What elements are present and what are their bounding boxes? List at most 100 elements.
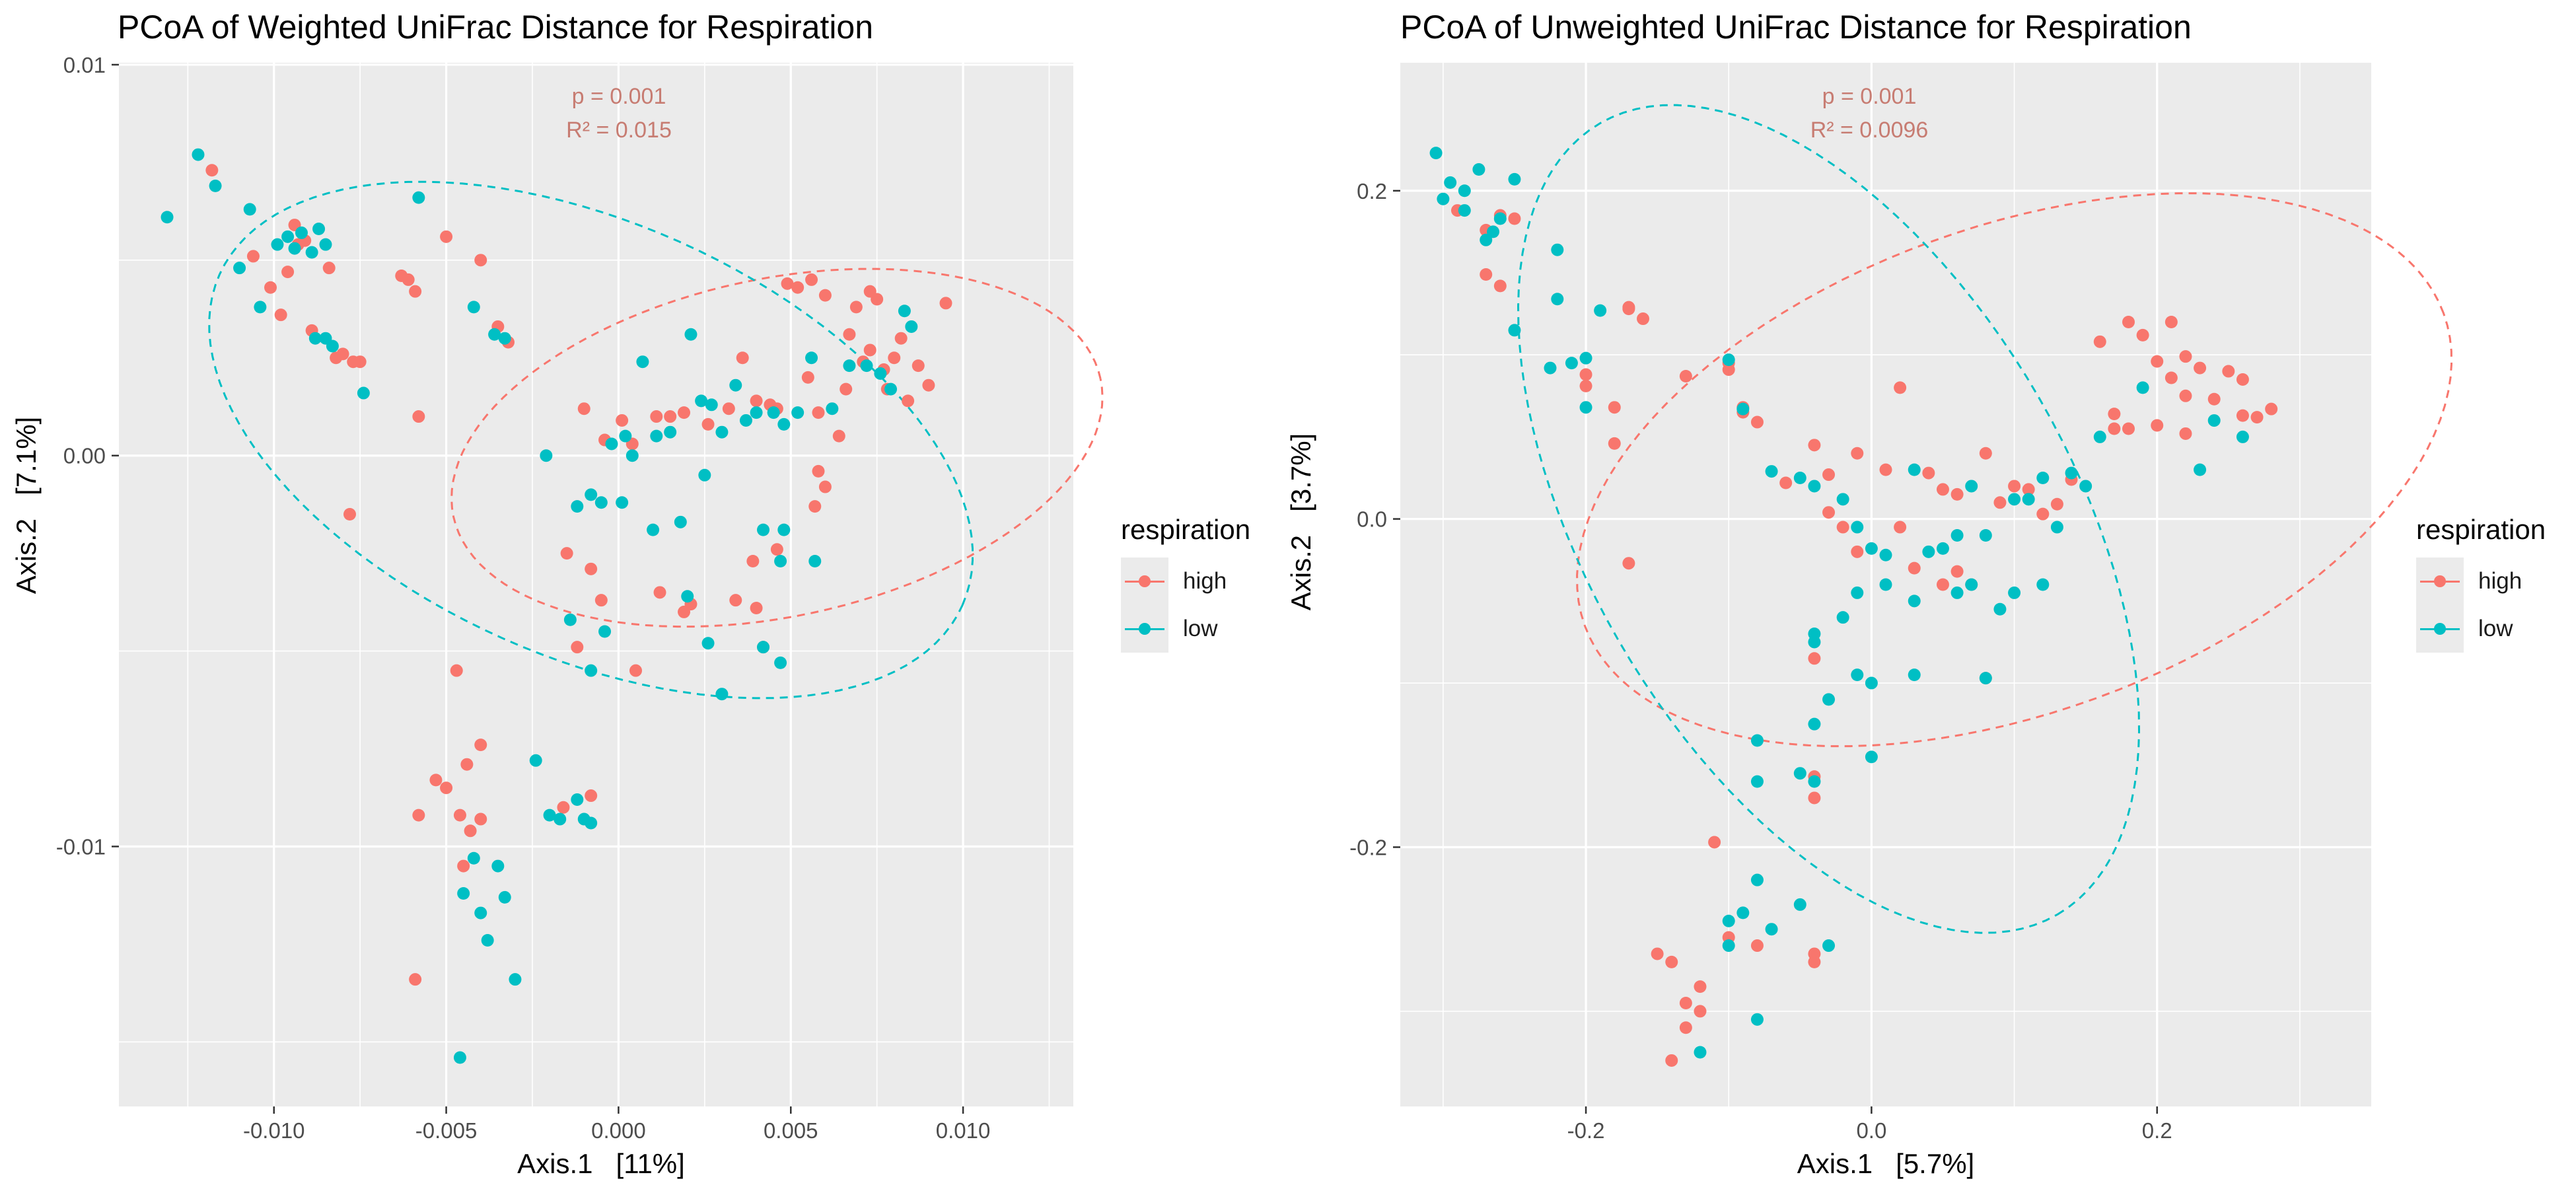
y-tick-label: -0.01 [56, 834, 106, 859]
point-high [808, 500, 822, 513]
point-low [805, 351, 818, 365]
point-low [826, 402, 839, 415]
point-high [205, 164, 219, 177]
point-low [2022, 493, 2035, 506]
point-low [529, 754, 542, 767]
point-high [2093, 335, 2106, 348]
point-high [832, 429, 845, 443]
point-low [1551, 243, 1564, 256]
point-high [902, 394, 915, 408]
point-low [474, 906, 487, 919]
point-high [585, 562, 598, 575]
point-high [2250, 411, 2264, 424]
point-high [1493, 279, 1507, 293]
point-high [343, 507, 357, 521]
point-low [767, 406, 780, 419]
point-low [619, 429, 632, 443]
point-high [264, 281, 277, 294]
point-low [192, 148, 205, 161]
point-low [598, 625, 612, 638]
point-high [1694, 980, 1707, 993]
point-low [757, 641, 770, 654]
plot-area: -0.010 -0.005 0.000 0.005 0.010 -0.01 0.00 0.01… [56, 53, 1104, 1143]
point-low [1979, 528, 1992, 542]
point-low [481, 934, 494, 947]
point-low [2079, 480, 2093, 493]
point-high [1894, 521, 1907, 534]
point-low [554, 812, 567, 826]
point-low [412, 191, 425, 204]
point-high [474, 254, 487, 267]
point-high [2194, 361, 2207, 375]
point-high [1894, 381, 1907, 394]
point-high [1637, 312, 1649, 326]
point-low [650, 429, 663, 443]
point-high [1808, 791, 1821, 805]
point-high [818, 289, 832, 302]
point-high [464, 824, 477, 838]
point-low [898, 305, 911, 318]
legend-label: low [1183, 616, 1218, 641]
point-low [2236, 430, 2249, 443]
point-low [585, 488, 598, 501]
point-low [295, 226, 308, 239]
point-high [1694, 1005, 1707, 1018]
point-low [2093, 430, 2106, 443]
point-high [1879, 463, 1892, 476]
point-low [1458, 184, 1471, 198]
point-high [1679, 1021, 1692, 1034]
point-high [2122, 422, 2135, 435]
point-high [474, 812, 487, 826]
point-high [2236, 409, 2249, 422]
point-low [1508, 172, 1521, 186]
point-low [1429, 147, 1443, 160]
point-low [1722, 914, 1735, 927]
point-low [1965, 480, 1978, 493]
point-low [843, 359, 856, 373]
legend: respiration high low [1121, 514, 1250, 653]
point-low [2065, 466, 2078, 480]
legend-key-low [2416, 605, 2464, 653]
point-low [571, 500, 584, 513]
point-high [1679, 996, 1692, 1009]
point-high [1993, 496, 2007, 509]
point-high [805, 273, 818, 286]
point-low [1765, 465, 1778, 478]
point-low [571, 793, 584, 806]
point-low [2036, 472, 2050, 485]
point-high [2222, 365, 2235, 378]
point-high [629, 664, 642, 677]
point-low [1879, 578, 1892, 591]
point-high [336, 347, 349, 361]
plot-background [119, 63, 1073, 1106]
point-high [2136, 328, 2149, 342]
point-high [1722, 363, 1735, 377]
point-low [777, 523, 791, 536]
point-low [1765, 923, 1778, 936]
point-high [2050, 497, 2063, 511]
point-low [488, 328, 501, 341]
point-high [912, 359, 925, 373]
point-low [457, 886, 470, 900]
point-low [715, 425, 729, 439]
point-low [774, 656, 787, 669]
point-high [1950, 487, 1964, 501]
point-high [1665, 955, 1678, 968]
point-high [701, 417, 715, 431]
point-low [491, 859, 505, 873]
point-high [440, 781, 453, 795]
point-high [1836, 521, 1849, 534]
point-high [440, 230, 453, 243]
point-high [664, 410, 677, 423]
point-high [1651, 947, 1664, 960]
point-high [678, 406, 691, 419]
point-low [2008, 493, 2021, 506]
point-high [801, 371, 814, 384]
point-low [161, 211, 174, 224]
point-high [863, 343, 877, 357]
point-low [695, 394, 708, 408]
point-low [1508, 324, 1521, 337]
point-high [402, 273, 415, 286]
point-low [1851, 521, 1864, 534]
point-high [560, 547, 573, 560]
